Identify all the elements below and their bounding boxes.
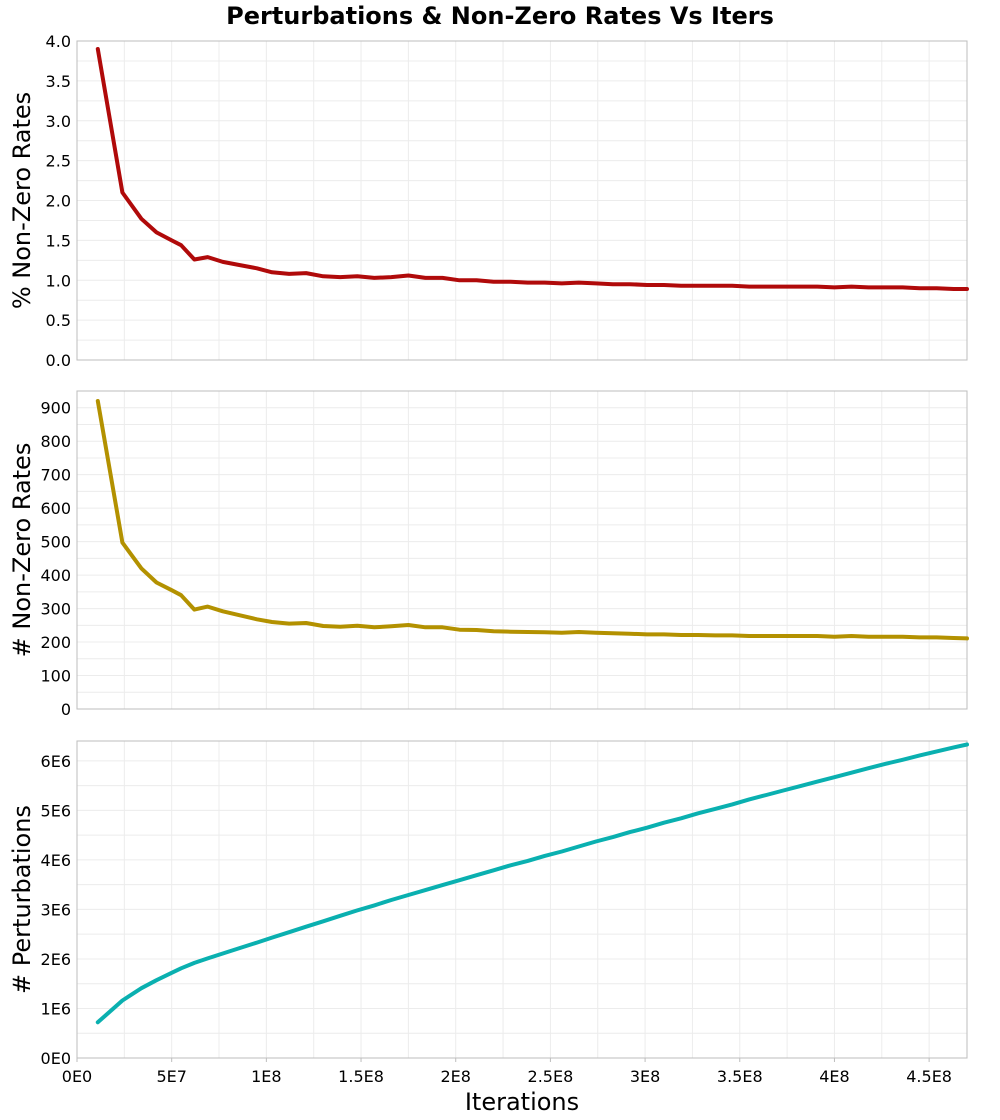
panel-1-y-tick-label: 500	[40, 533, 71, 552]
panel-1-y-tick-label: 900	[40, 399, 71, 418]
panel-1-y-tick-label: 0	[61, 700, 71, 719]
panel-0-y-ticks: 0.0 0.5 1.0 1.5 2.0 2.5 3.0 3.5 4.0	[46, 32, 71, 370]
chart-title: Perturbations & Non-Zero Rates Vs Iters	[226, 2, 774, 30]
panel-1-y-axis-label: # Non-Zero Rates	[8, 443, 36, 658]
panel-0-y-tick-label: 0.5	[46, 311, 71, 330]
panel-1-y-tick-label: 400	[40, 566, 71, 585]
panel-1-frame	[76, 390, 968, 710]
panel-0-y-tick-label: 1.5	[46, 231, 71, 250]
x-tick-label: 1.5E8	[338, 1067, 384, 1086]
panel-0-y-tick-label: 1.0	[46, 271, 71, 290]
panel-1-y-tick-label: 100	[40, 667, 71, 686]
x-tick-label: 4E8	[819, 1067, 849, 1086]
panel-1-y-tick-label: 200	[40, 633, 71, 652]
x-tick-label: 3.5E8	[717, 1067, 763, 1086]
panel-perturbations: 0E0 1E6 2E6 3E6 4E6 5E6 6E6 # Perturbations	[8, 740, 969, 1068]
panel-1-y-tick-label: 800	[40, 432, 71, 451]
x-axis-ticks: 0E0 5E7 1E8 1.5E8 2E8 2.5E8 3E8 3.5E8 4E8 4.5E8	[62, 1058, 952, 1086]
panel-2-grid	[76, 741, 967, 1059]
panel-2-y-axis-label: # Perturbations	[8, 805, 36, 994]
x-tick-label: 4.5E8	[906, 1067, 952, 1086]
panel-2-y-tick-label: 2E6	[41, 950, 71, 969]
panel-0-series-line	[95, 47, 969, 291]
panel-2-y-tick-label: 4E6	[41, 851, 71, 870]
panel-0-frame	[76, 40, 968, 361]
panel-2-y-tick-label: 6E6	[41, 752, 71, 771]
panel-0-y-tick-label: 3.5	[46, 72, 71, 91]
x-tick-label: 0E0	[62, 1067, 92, 1086]
panel-2-y-ticks: 0E0 1E6 2E6 3E6 4E6 5E6 6E6	[41, 752, 71, 1068]
panel-0-y-tick-label: 2.5	[46, 152, 71, 171]
panel-count-non-zero-rates: 0 100 200 300 400 500 600 700 800 900 # Non-Zero …	[8, 390, 969, 719]
x-tick-label: 5E7	[156, 1067, 186, 1086]
panel-0-y-axis-label: % Non-Zero Rates	[8, 92, 36, 309]
panel-1-series-line	[95, 399, 969, 641]
panel-0-grid	[76, 40, 967, 361]
x-tick-label: 2E8	[440, 1067, 470, 1086]
x-tick-label: 2.5E8	[528, 1067, 574, 1086]
panel-2-frame	[76, 740, 968, 1059]
panel-1-y-tick-label: 300	[40, 600, 71, 619]
panel-2-y-tick-label: 1E6	[41, 999, 71, 1018]
panel-2-y-tick-label: 0E0	[41, 1049, 71, 1068]
panel-1-grid	[76, 391, 967, 710]
panel-0-y-tick-label: 4.0	[46, 32, 71, 51]
panel-0-y-tick-label: 3.0	[46, 112, 71, 131]
x-tick-label: 3E8	[630, 1067, 660, 1086]
x-tick-label: 1E8	[251, 1067, 281, 1086]
panel-2-y-tick-label: 3E6	[41, 900, 71, 919]
x-axis-label: Iterations	[465, 1088, 579, 1116]
panel-2-y-tick-label: 5E6	[41, 801, 71, 820]
panel-2-series-line	[95, 742, 969, 1025]
panel-1-y-ticks: 0 100 200 300 400 500 600 700 800 900	[40, 399, 71, 719]
panel-1-y-tick-label: 700	[40, 466, 71, 485]
panel-0-y-tick-label: 0.0	[46, 351, 71, 370]
panel-0-y-tick-label: 2.0	[46, 192, 71, 211]
panel-percent-non-zero-rates: 0.0 0.5 1.0 1.5 2.0 2.5 3.0 3.5 4.0 % Non-Zero R…	[8, 32, 969, 370]
panel-1-y-tick-label: 600	[40, 499, 71, 518]
